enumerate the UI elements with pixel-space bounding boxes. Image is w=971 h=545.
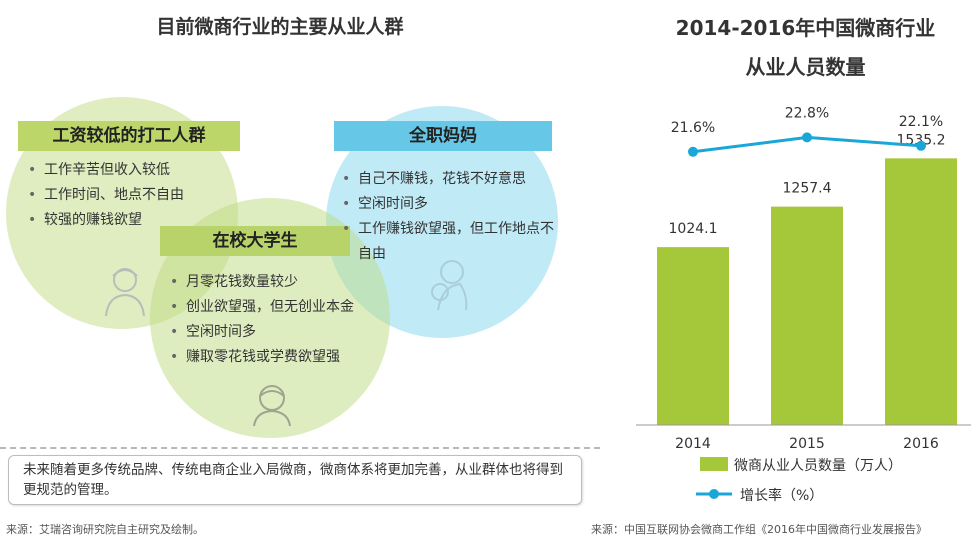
x-tick-label: 2015 <box>789 436 825 452</box>
bar-value-label: 1024.1 <box>669 221 718 237</box>
note-box: 未来随着更多传统品牌、传统电商企业入局微商，微商体系将更加完善，从业群体也将得到… <box>8 455 582 505</box>
list-item: 工作辛苦但收入较低 <box>26 158 236 183</box>
dashed-divider <box>0 447 600 449</box>
growth-rate-label: 21.6% <box>671 120 715 136</box>
bar-2014 <box>657 247 729 425</box>
list-item: 工作赚钱欲望强，但工作地点不自由 <box>340 217 560 267</box>
growth-rate-label: 22.8% <box>785 105 829 121</box>
legend-bar-label: 微商从业人员数量（万人） <box>734 458 902 474</box>
growth-rate-point <box>688 146 698 157</box>
list-item: 自己不赚钱，花钱不好意思 <box>340 167 560 192</box>
left-source: 来源：艾瑞咨询研究院自主研究及绘制。 <box>6 523 204 536</box>
chart-title-line1: 2014-2016年中国微商行业 <box>675 16 936 40</box>
right-source: 来源：中国互联网协会微商工作组《2016年中国微商行业发展报告》 <box>591 523 927 536</box>
workers-list: 工作辛苦但收入较低 工作时间、地点不自由 较强的赚钱欲望 <box>26 158 236 233</box>
students-list: 月零花钱数量较少 创业欲望强，但无创业本金 空闲时间多 赚取零花钱或学费欲望强 <box>168 270 388 370</box>
list-item: 赚取零花钱或学费欲望强 <box>168 345 388 370</box>
student-person-icon <box>253 385 291 426</box>
list-item: 空闲时间多 <box>340 192 560 217</box>
left-panel-title: 目前微商行业的主要从业人群 <box>156 16 404 38</box>
growth-rate-point <box>916 140 926 151</box>
list-item: 较强的赚钱欲望 <box>26 208 236 233</box>
legend-bar-swatch <box>700 457 728 471</box>
worker-person-icon <box>105 268 145 317</box>
growth-rate-label: 22.1% <box>899 114 943 130</box>
bar-2015 <box>771 206 843 425</box>
bar-2016 <box>885 158 957 426</box>
banner-workers: 工资较低的打工人群 <box>18 121 240 151</box>
legend-line-label: 增长率（%） <box>740 488 824 504</box>
list-item: 空闲时间多 <box>168 320 388 345</box>
x-tick-label: 2016 <box>903 436 939 452</box>
legend-line-swatch <box>696 489 732 499</box>
list-item: 月零花钱数量较少 <box>168 270 388 295</box>
chart-title-line2: 从业人员数量 <box>745 55 866 79</box>
list-item: 创业欲望强，但无创业本金 <box>168 295 388 320</box>
note-text: 未来随着更多传统品牌、传统电商企业入局微商，微商体系将更加完善，从业群体也将得到… <box>23 462 563 498</box>
x-tick-label: 2014 <box>675 436 711 452</box>
growth-rate-point <box>802 132 812 143</box>
list-item: 工作时间、地点不自由 <box>26 183 236 208</box>
banner-students: 在校大学生 <box>160 226 350 256</box>
bar-value-label: 1257.4 <box>783 181 832 197</box>
banner-moms: 全职妈妈 <box>334 121 552 151</box>
moms-list: 自己不赚钱，花钱不好意思 空闲时间多 工作赚钱欲望强，但工作地点不自由 <box>340 167 560 267</box>
